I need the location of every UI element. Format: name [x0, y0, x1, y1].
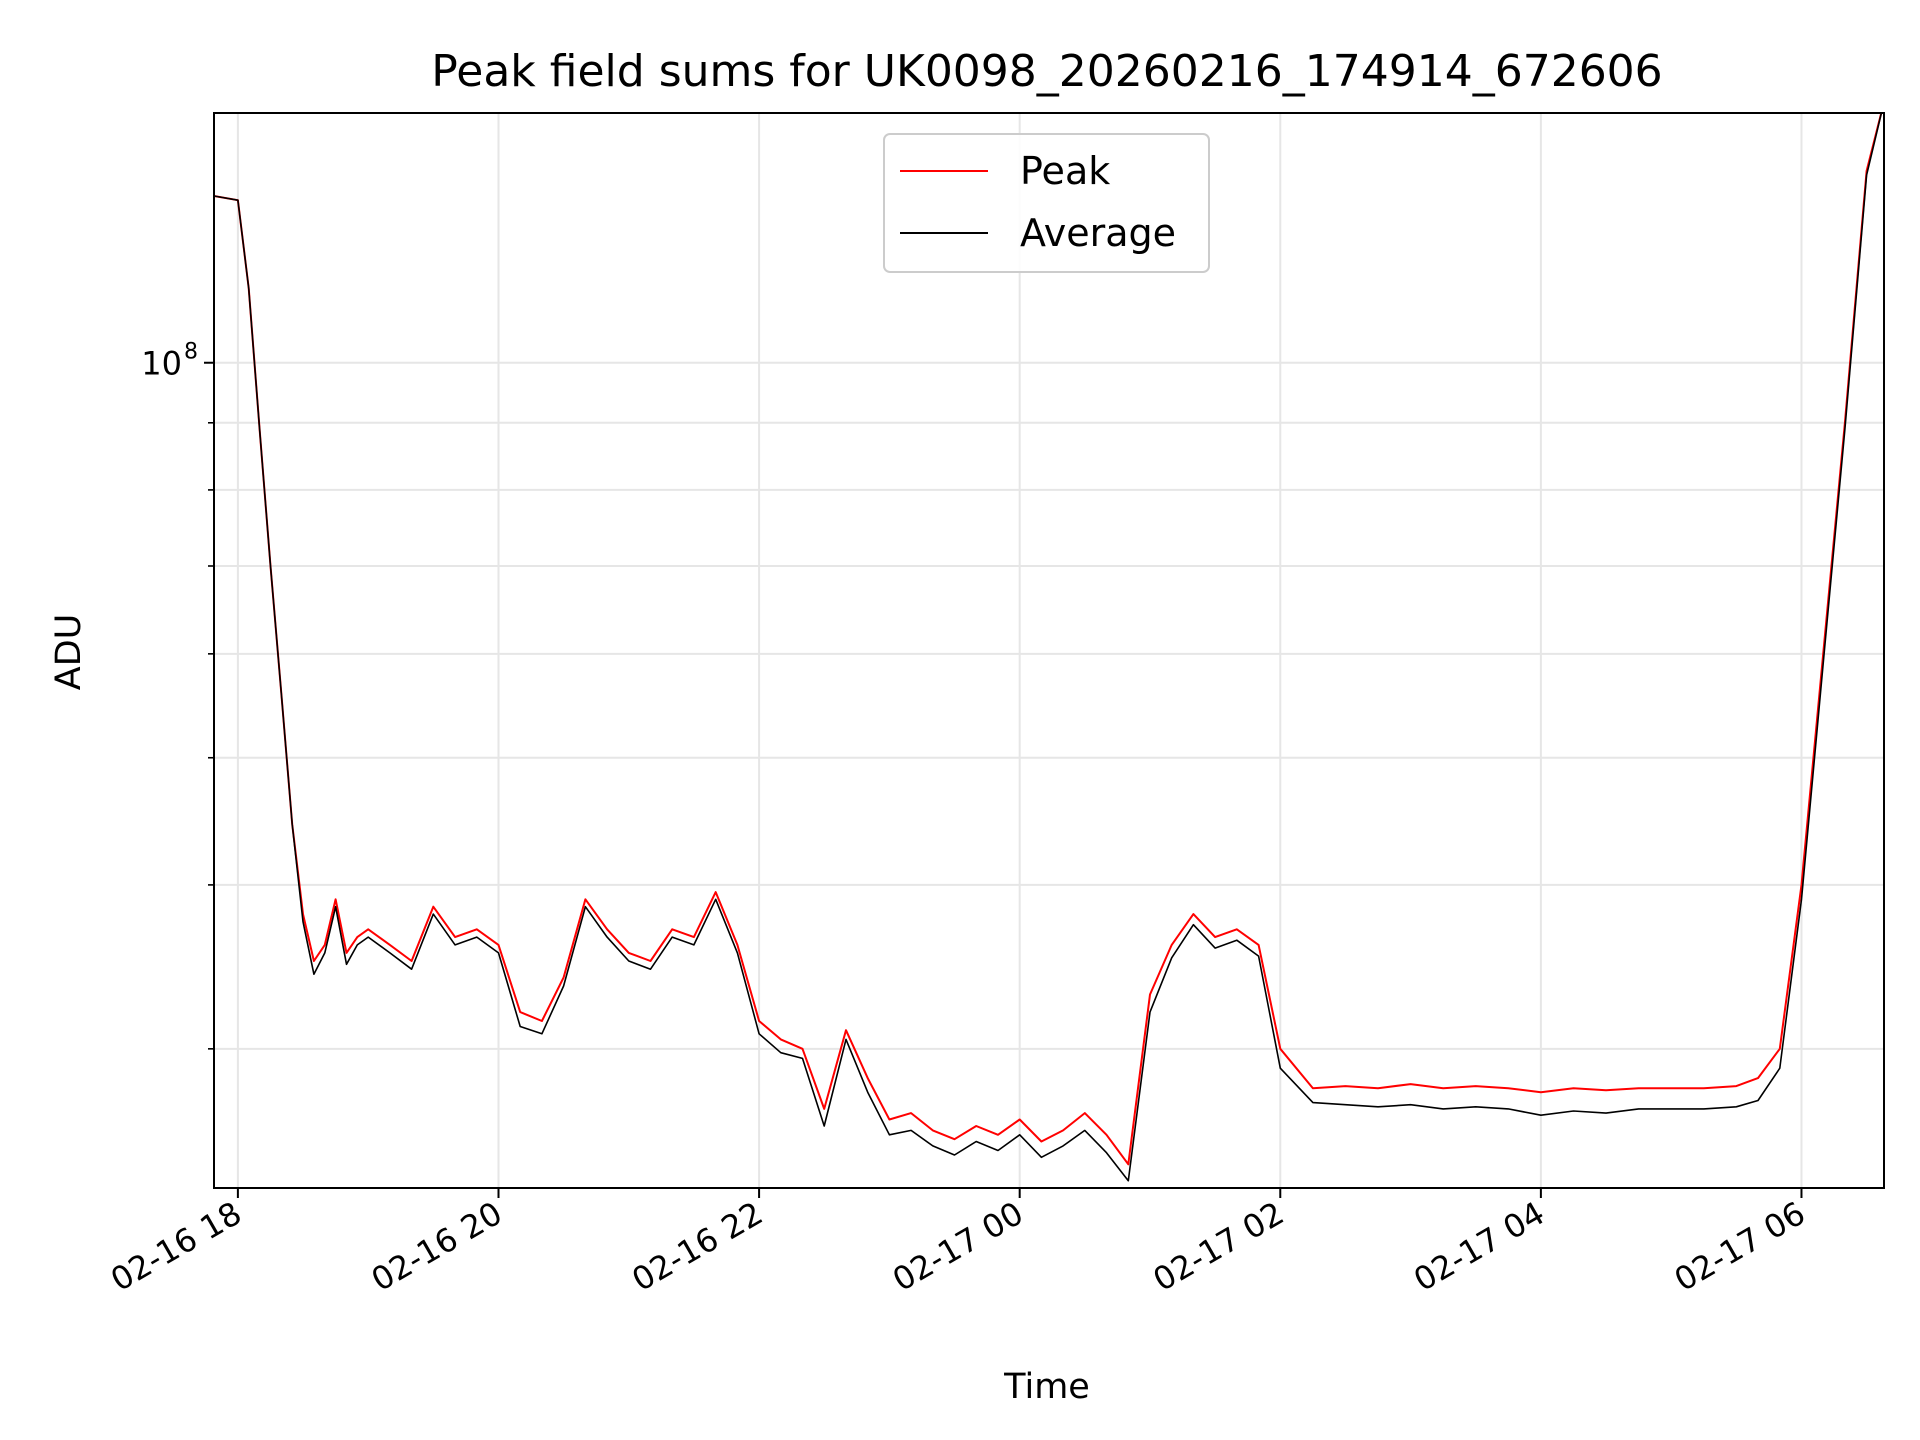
y-tick-exponent: 8	[184, 340, 198, 365]
y-tick-label: 10	[141, 345, 182, 383]
plot-frame	[213, 112, 1885, 1189]
legend-label-average: Average	[1020, 211, 1176, 255]
series-line-average	[214, 113, 1883, 1182]
legend: Peak Average	[883, 133, 1210, 273]
y-axis-ticks: 10 8	[141, 340, 214, 1050]
x-axis-label: Time	[1003, 1367, 1090, 1407]
series-line-peak	[214, 113, 1883, 1166]
y-tick-base: 10	[141, 345, 182, 383]
y-axis-label: ADU	[49, 614, 89, 691]
chart-title: Peak field sums for UK0098_20260216_1749…	[431, 46, 1662, 97]
legend-label-peak: Peak	[1020, 149, 1110, 193]
grid	[214, 113, 1884, 1188]
legend-box	[883, 133, 1210, 273]
plot-area	[214, 113, 1883, 1182]
